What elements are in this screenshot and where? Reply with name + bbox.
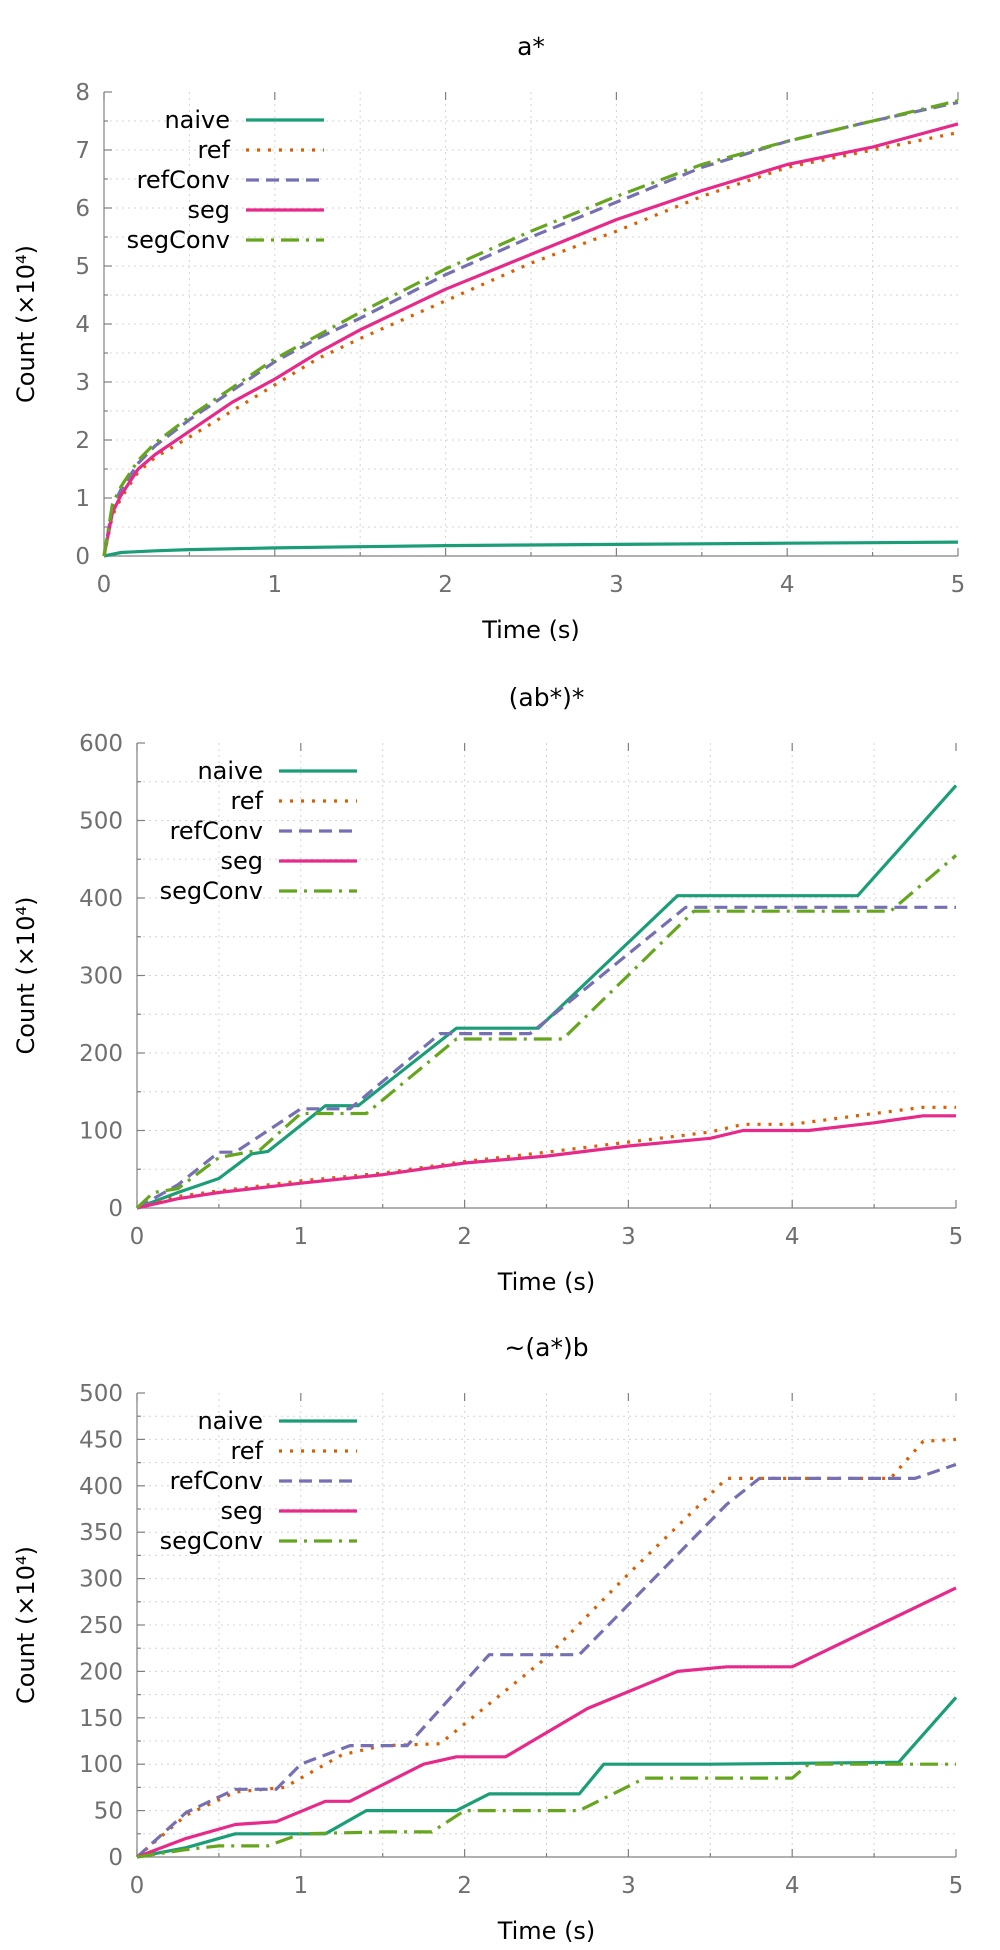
x-tick-label: 1 [267,572,282,598]
legend-label: naive [164,106,230,134]
x-tick-label: 5 [949,1873,964,1899]
x-tick-label: 0 [130,1873,145,1899]
y-tick-label: 0 [75,544,90,570]
chart-title: (ab*)* [509,683,585,712]
legend-label: refConv [170,1467,263,1495]
chart-3: ~(a*)b0 1 2 3 4 50501001502002503003504004505… [12,1333,963,1945]
legend-label: naive [197,757,263,785]
y-tick-label: 5 [75,254,90,280]
y-tick-label: 400 [79,886,123,912]
legend-label: ref [230,1437,263,1465]
chart-title: a* [517,32,545,61]
y-tick-label: 200 [79,1041,123,1067]
legend-label: ref [197,136,230,164]
grid [137,743,956,1208]
series-line-refConv [102,100,959,557]
x-tick-label: 2 [457,1873,472,1899]
y-tick-label: 600 [79,731,123,757]
legend-label: naive [197,1407,263,1435]
y-tick-label: 500 [79,809,123,835]
series-line-naive [136,784,958,1210]
legend-label: ref [230,787,263,815]
x-axis-label: Time (s) [497,1917,596,1945]
x-tick-label: 4 [785,1873,800,1899]
series-line-seg [136,1586,957,1859]
legend-label: seg [187,196,230,224]
series-line-refConv [136,905,956,1210]
legend-label: seg [220,847,263,875]
y-tick-label: 2 [75,428,90,454]
y-tick-label: 3 [75,370,90,396]
y-tick-label: 0 [108,1196,123,1222]
y-tick-label: 200 [79,1659,123,1685]
x-tick-label: 2 [457,1224,472,1250]
series-line-refConv [135,1462,957,1859]
legend-label: segConv [160,1527,263,1555]
x-tick-label: 3 [609,572,624,598]
series-line-segConv [102,99,959,557]
x-tick-label: 0 [130,1224,145,1250]
y-axis-label: Count (×10⁴) [12,1546,40,1704]
y-tick-label: 7 [75,138,90,164]
chart-title: ~(a*)b [504,1333,588,1362]
y-tick-label: 8 [75,80,90,106]
x-tick-label: 1 [293,1224,308,1250]
y-tick-label: 500 [79,1381,123,1407]
x-axis-label: Time (s) [497,1268,596,1296]
y-axis-label: Count (×10⁴) [12,897,40,1055]
x-tick-label: 4 [785,1224,800,1250]
series-line-seg [102,122,959,557]
legend-label: segConv [160,877,263,905]
y-tick-label: 450 [79,1427,123,1453]
y-tick-label: 300 [79,1567,123,1593]
series-lines [135,784,958,1210]
x-tick-label: 1 [293,1873,308,1899]
legend-label: segConv [127,226,230,254]
x-tick-label: 3 [621,1224,636,1250]
y-tick-label: 100 [79,1752,123,1778]
y-tick-label: 4 [75,312,90,338]
x-tick-label: 3 [621,1873,636,1899]
grid [104,92,958,556]
x-tick-label: 5 [951,572,966,598]
y-tick-label: 50 [94,1799,123,1825]
grid [137,1393,956,1857]
y-tick-label: 250 [79,1613,123,1639]
series-line-segConv [135,854,958,1210]
y-tick-label: 300 [79,964,123,990]
y-tick-label: 150 [79,1706,123,1732]
x-tick-label: 4 [780,572,795,598]
chart-1: a* 0 1 2 3 4 5 0 1 2 3 4 5 6 7 8 Time (s) Count (×10⁴) nai… [12,32,965,644]
legend-label: seg [220,1497,263,1525]
series-lines [135,1437,958,1859]
y-axis-label: Count (×10⁴) [12,245,40,403]
y-tick-label: 100 [79,1119,123,1145]
y-tick-label: 400 [79,1474,123,1500]
series-line-seg [136,1114,956,1210]
x-tick-label: 0 [97,572,112,598]
x-axis-label: Time (s) [481,616,580,644]
y-tick-label: 1 [75,486,90,512]
series-line-naive [103,540,959,558]
y-tick-label: 350 [79,1520,123,1546]
series-lines [102,99,959,558]
legend-label: refConv [170,817,263,845]
chart-2: (ab*)* 0 1 2 3 4 5 0 100 200 300 400 500 600 Time (s) C… [12,683,963,1296]
x-tick-label: 5 [949,1224,964,1250]
x-tick-label: 2 [438,572,453,598]
series-line-naive [136,1696,958,1859]
y-tick-label: 6 [75,196,90,222]
y-tick-label: 0 [108,1845,123,1871]
legend-label: refConv [137,166,230,194]
